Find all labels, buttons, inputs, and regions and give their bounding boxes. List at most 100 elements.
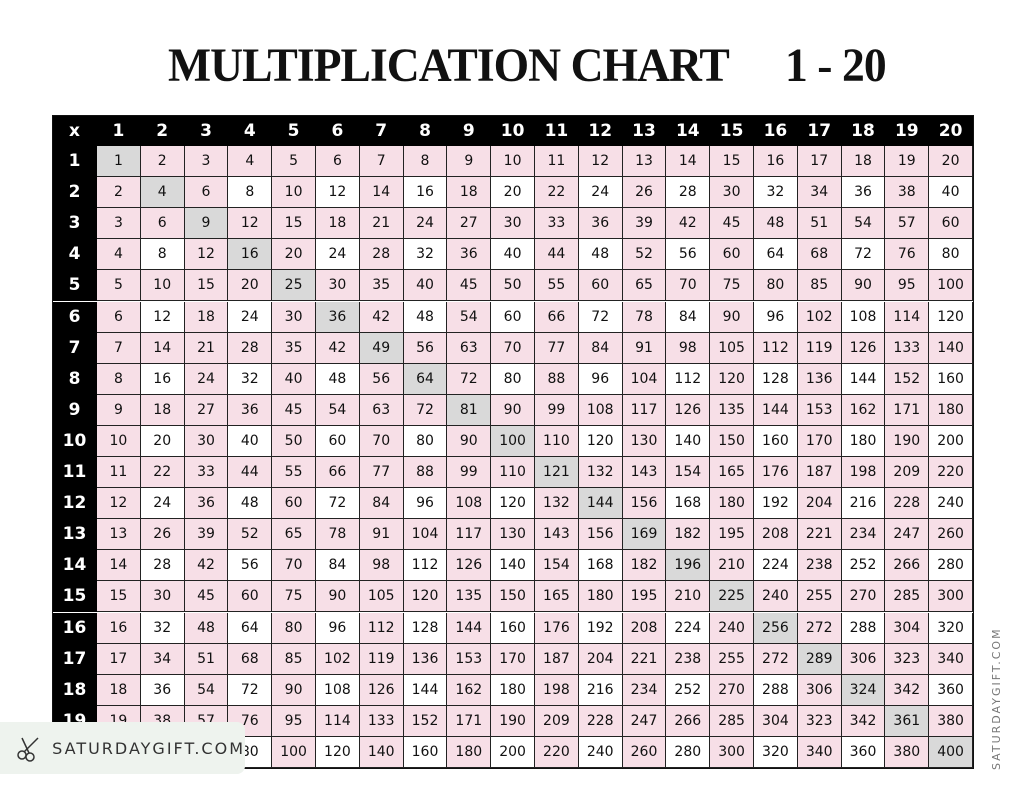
table-cell: 108 xyxy=(447,488,492,520)
table-cell: 270 xyxy=(841,581,886,613)
table-cell: 144 xyxy=(754,394,798,426)
table-cell: 16 xyxy=(754,146,798,178)
table-cell: 209 xyxy=(885,457,930,489)
table-cell: 20 xyxy=(272,239,316,271)
table-cell: 247 xyxy=(622,705,667,737)
table-cell: 45 xyxy=(184,581,229,613)
table-cell: 14 xyxy=(359,177,404,209)
table-cell: 240 xyxy=(754,581,798,613)
table-cell: 22 xyxy=(535,177,579,209)
table-cell: 42 xyxy=(316,332,360,364)
table-cell: 304 xyxy=(754,705,798,737)
table-cell: 34 xyxy=(140,643,185,675)
table-cell: 126 xyxy=(666,394,711,426)
table-cell: 14 xyxy=(140,332,185,364)
table-cell: 20 xyxy=(491,177,535,209)
table-cell: 121 xyxy=(535,457,579,489)
table-cell: 190 xyxy=(491,705,535,737)
table-cell: 54 xyxy=(316,394,360,426)
table-cell: 70 xyxy=(272,550,316,582)
table-cell: 154 xyxy=(535,550,579,582)
table-cell: 117 xyxy=(622,394,667,426)
table-cell: 70 xyxy=(491,332,535,364)
table-cell: 210 xyxy=(710,550,754,582)
table-cell: 187 xyxy=(535,643,579,675)
table-cell: 84 xyxy=(578,332,623,364)
table-cell: 176 xyxy=(754,457,798,489)
table-cell: 80 xyxy=(403,425,448,457)
table-cell: 56 xyxy=(403,332,448,364)
table-cell: 135 xyxy=(710,394,754,426)
table-cell: 85 xyxy=(272,643,316,675)
table-cell: 130 xyxy=(491,519,535,551)
table-cell: 60 xyxy=(710,239,754,271)
table-cell: 10 xyxy=(140,270,185,302)
table-cell: 224 xyxy=(754,550,798,582)
table-cell: 361 xyxy=(885,705,930,737)
column-header: 8 xyxy=(403,116,448,146)
table-cell: 36 xyxy=(140,674,185,706)
brand-logo-text: SATURDAYGIFT.COM xyxy=(52,738,245,758)
table-cell: 112 xyxy=(754,332,798,364)
table-cell: 221 xyxy=(622,643,667,675)
table-cell: 51 xyxy=(797,208,842,240)
table-cell: 4 xyxy=(140,177,185,209)
table-cell: 55 xyxy=(272,457,316,489)
table-cell: 39 xyxy=(184,519,229,551)
table-cell: 320 xyxy=(929,612,973,644)
table-cell: 100 xyxy=(929,270,973,302)
table-cell: 5 xyxy=(97,270,141,302)
scissors-icon xyxy=(17,737,39,762)
table-cell: 96 xyxy=(578,363,623,395)
table-cell: 100 xyxy=(272,736,316,768)
row-header: 1 xyxy=(53,146,97,178)
table-cell: 40 xyxy=(491,239,535,271)
table-cell: 72 xyxy=(578,301,623,333)
table-cell: 182 xyxy=(666,519,711,551)
table-cell: 204 xyxy=(578,643,623,675)
table-cell: 6 xyxy=(140,208,185,240)
table-cell: 52 xyxy=(622,239,667,271)
table-cell: 176 xyxy=(535,612,579,644)
table-cell: 126 xyxy=(841,332,886,364)
table-cell: 36 xyxy=(316,301,360,333)
table-cell: 170 xyxy=(491,643,535,675)
table-cell: 54 xyxy=(447,301,492,333)
table-cell: 9 xyxy=(184,208,229,240)
table-cell: 140 xyxy=(359,736,404,768)
table-cell: 105 xyxy=(359,581,404,613)
table-cell: 45 xyxy=(272,394,316,426)
table-cell: 30 xyxy=(316,270,360,302)
table-cell: 120 xyxy=(491,488,535,520)
table-cell: 170 xyxy=(797,425,842,457)
table-cell: 340 xyxy=(797,736,842,768)
table-cell: 8 xyxy=(403,146,448,178)
table-cell: 238 xyxy=(666,643,711,675)
table-cell: 120 xyxy=(710,363,754,395)
table-cell: 143 xyxy=(622,457,667,489)
table-cell: 51 xyxy=(184,643,229,675)
table-cell: 60 xyxy=(228,581,273,613)
table-cell: 12 xyxy=(228,208,273,240)
table-cell: 180 xyxy=(929,394,973,426)
table-cell: 91 xyxy=(359,519,404,551)
table-cell: 32 xyxy=(403,239,448,271)
table-cell: 270 xyxy=(710,674,754,706)
table-cell: 66 xyxy=(535,301,579,333)
table-cell: 90 xyxy=(841,270,886,302)
table-cell: 36 xyxy=(447,239,492,271)
table-cell: 14 xyxy=(666,146,711,178)
table-cell: 240 xyxy=(710,612,754,644)
table-cell: 3 xyxy=(97,208,141,240)
column-header: 19 xyxy=(885,116,930,146)
table-cell: 48 xyxy=(228,488,273,520)
table-cell: 119 xyxy=(797,332,842,364)
table-cell: 133 xyxy=(885,332,930,364)
table-cell: 140 xyxy=(929,332,973,364)
table-cell: 160 xyxy=(929,363,973,395)
table-cell: 130 xyxy=(622,425,667,457)
table-cell: 35 xyxy=(359,270,404,302)
row-header: 15 xyxy=(53,581,97,613)
table-cell: 104 xyxy=(622,363,667,395)
table-cell: 234 xyxy=(841,519,886,551)
